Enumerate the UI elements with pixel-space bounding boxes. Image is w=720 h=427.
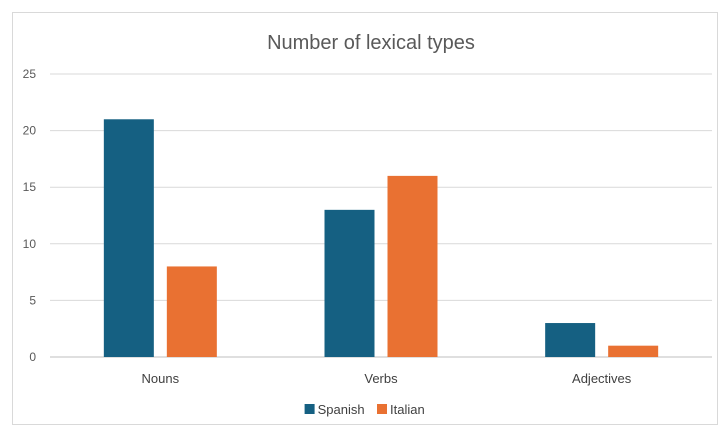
legend-swatch-spanish	[304, 404, 315, 414]
legend-label-spanish: Spanish	[318, 402, 365, 417]
y-axis-ticks: 0 5 10 15 20 25	[23, 67, 37, 364]
y-tick-label: 20	[23, 124, 37, 138]
legend-swatch-italian	[377, 404, 387, 414]
gridlines	[50, 73, 712, 358]
bars	[103, 119, 659, 357]
bar-spanish-nouns	[103, 119, 154, 357]
y-tick-label: 25	[23, 67, 37, 81]
y-tick-label: 10	[23, 237, 37, 251]
y-tick-label: 5	[29, 293, 36, 307]
legend-label-italian: Italian	[390, 402, 425, 417]
x-category-label: Adjectives	[572, 371, 632, 386]
x-category-label: Nouns	[142, 371, 180, 386]
legend: Spanish Italian	[304, 402, 425, 417]
x-category-label: Verbs	[364, 371, 398, 386]
chart-title: Number of lexical types	[267, 32, 475, 54]
bar-italian-adjectives	[608, 345, 659, 357]
bar-spanish-adjectives	[545, 323, 596, 357]
bar-italian-nouns	[166, 266, 217, 357]
y-tick-label: 15	[23, 180, 37, 194]
bar-italian-verbs	[387, 175, 438, 357]
y-tick-label: 0	[29, 350, 36, 364]
bar-spanish-verbs	[324, 209, 375, 357]
x-axis-categories: Nouns Verbs Adjectives	[142, 371, 632, 386]
